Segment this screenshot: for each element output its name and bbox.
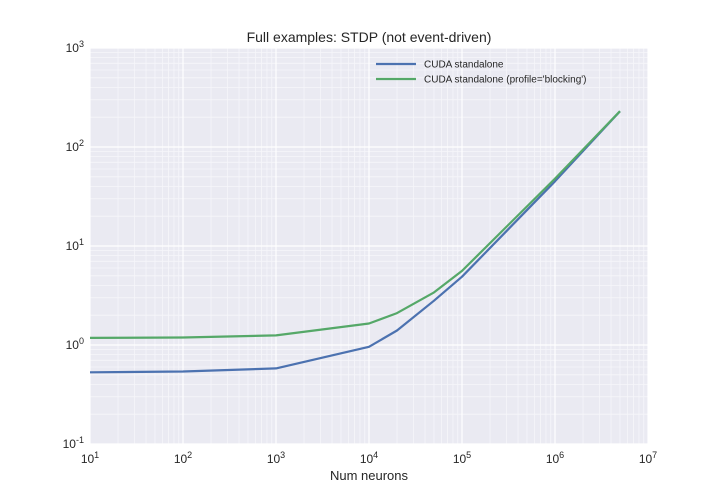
x-tick-label: 106 — [546, 450, 564, 466]
x-tick-label: 101 — [81, 450, 99, 466]
x-tick-label: 104 — [360, 450, 378, 466]
legend: CUDA standalone CUDA standalone (profile=… — [376, 60, 587, 86]
x-tick-label: 105 — [453, 450, 471, 466]
x-axis-title: Num neurons — [330, 468, 409, 483]
y-tick-label: 10-1 — [63, 435, 84, 451]
x-tick-label: 107 — [639, 450, 657, 466]
y-axis-tick-labels: 10-1 100 101 102 103 — [63, 39, 84, 451]
series-layer — [89, 110, 621, 374]
series-line-1 — [89, 110, 621, 374]
x-axis-tick-labels: 101 102 103 104 105 106 107 — [81, 450, 657, 466]
y-tick-label: 103 — [66, 39, 84, 55]
y-tick-label: 100 — [66, 336, 84, 352]
chart-title: Full examples: STDP (not event-driven) — [247, 29, 492, 45]
major-gridlines — [89, 47, 649, 445]
y-tick-label: 101 — [66, 237, 84, 253]
series-line-2 — [89, 110, 621, 339]
x-tick-label: 103 — [267, 450, 285, 466]
x-tick-label: 102 — [174, 450, 192, 466]
legend-label-1: CUDA standalone — [424, 60, 504, 71]
y-tick-label: 102 — [66, 138, 84, 154]
legend-label-2: CUDA standalone (profile='blocking') — [424, 75, 587, 86]
